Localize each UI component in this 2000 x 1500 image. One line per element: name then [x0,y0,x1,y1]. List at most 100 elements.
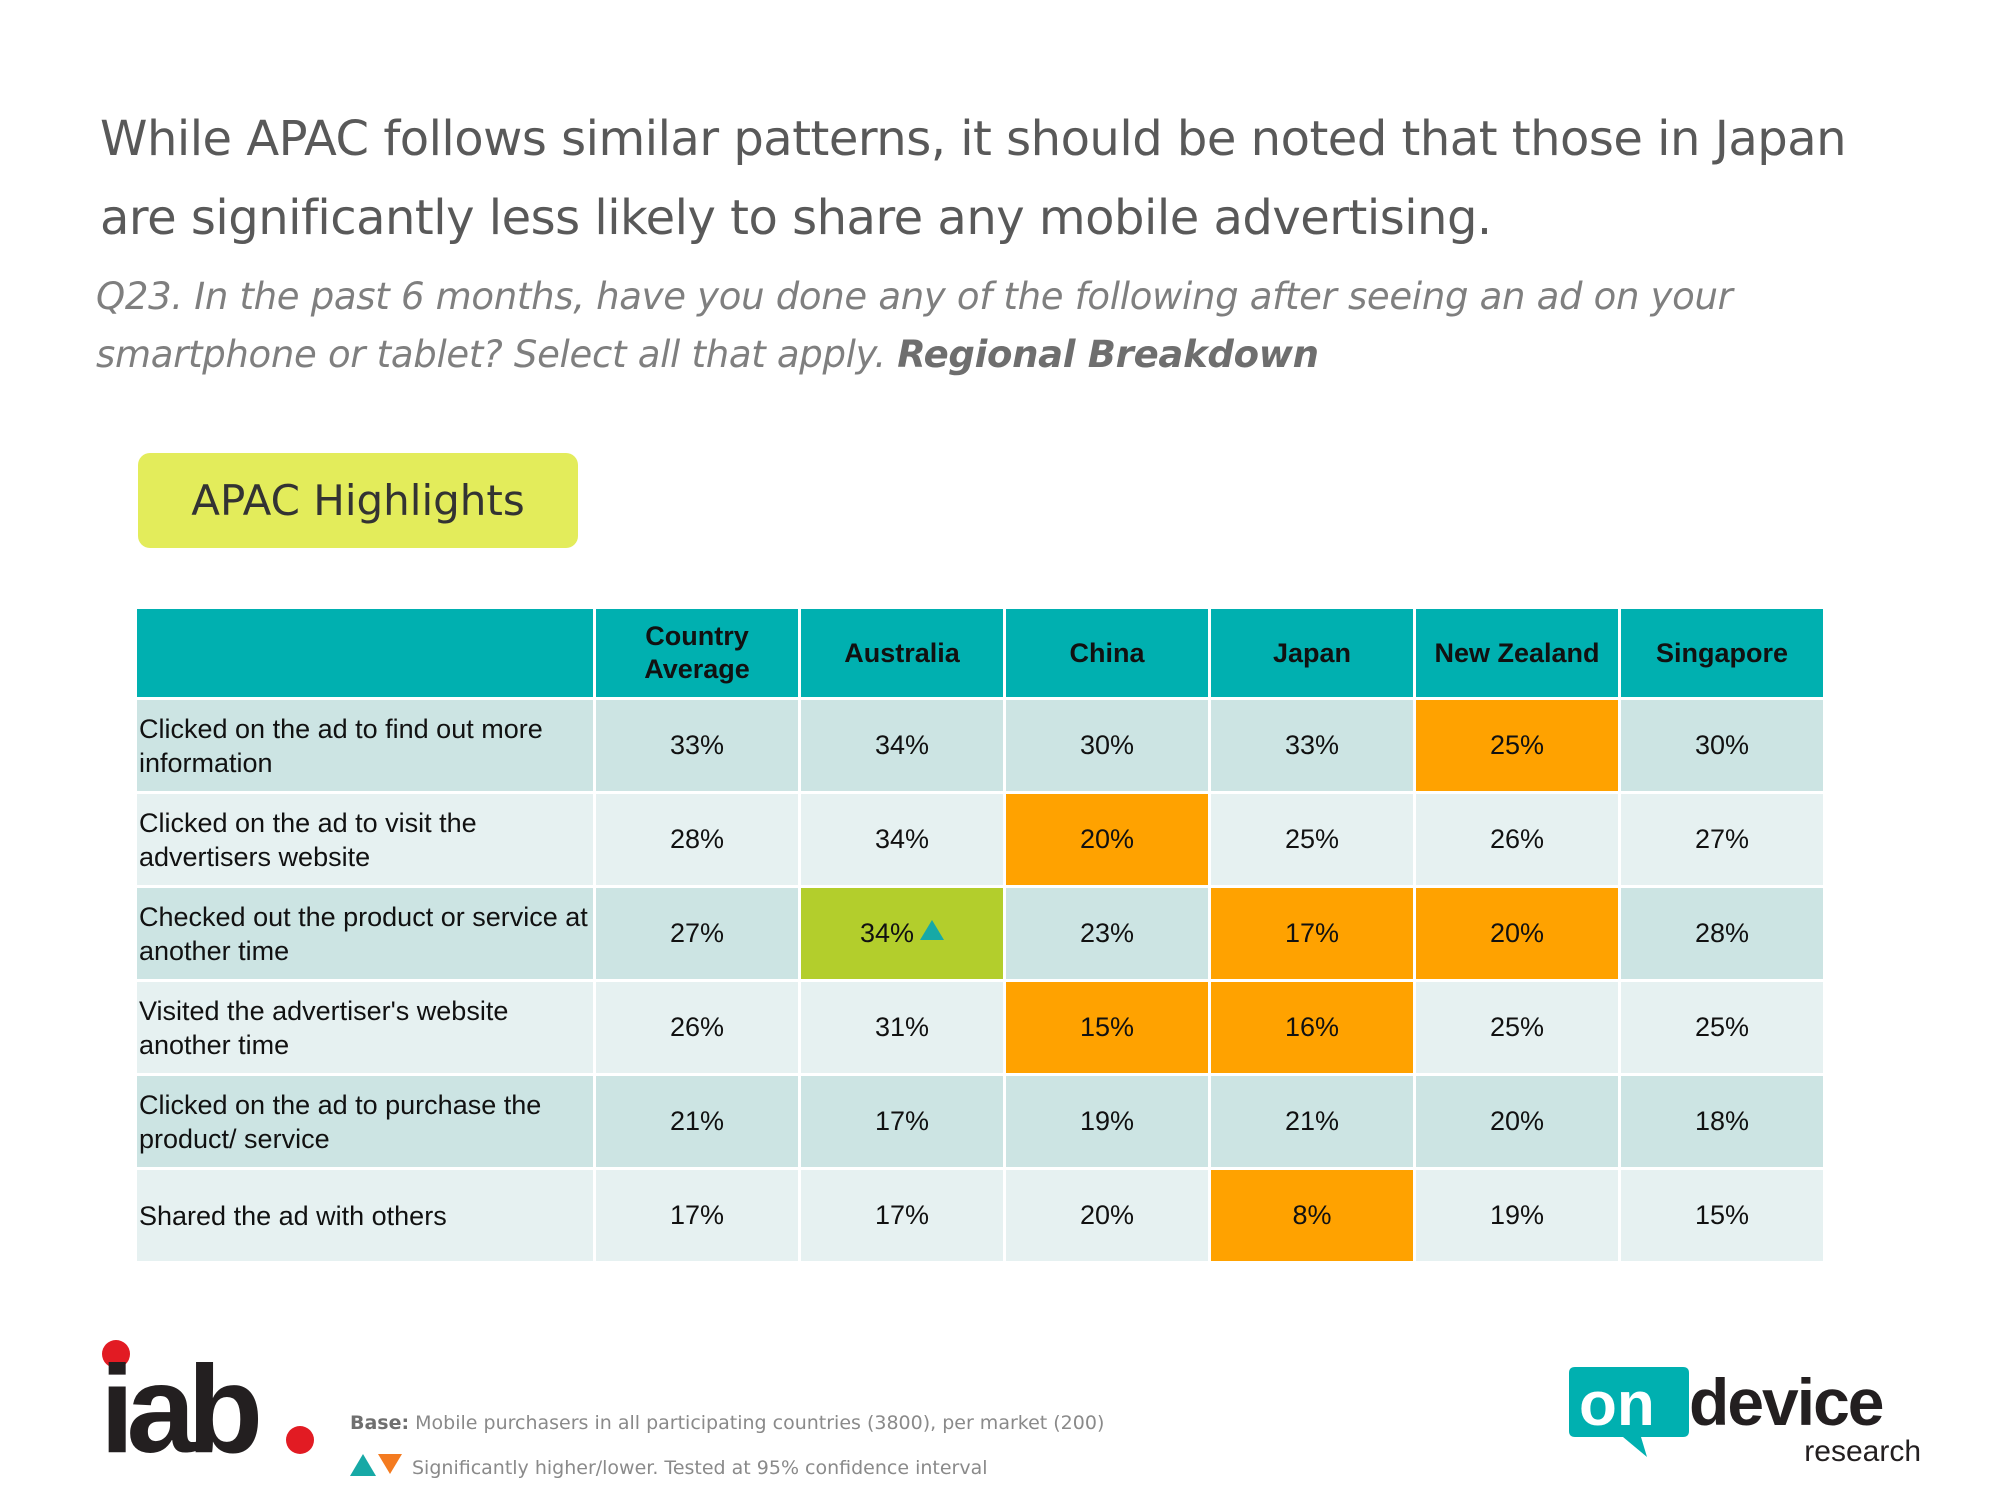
cell-value: 31% [874,1012,930,1042]
cell-value: 17% [669,1200,725,1230]
column-header-singapore: Singapore [1621,609,1823,697]
apac-highlights-badge: APAC Highlights [138,453,578,548]
cell-new-zealand: 25% [1416,982,1618,1073]
row-label: Clicked on the ad to find out more infor… [137,700,593,791]
cell-china: 30% [1006,700,1208,791]
cell-singapore: 25% [1621,982,1823,1073]
cell-value: 23% [1079,918,1135,948]
cell-value: 33% [1284,730,1340,760]
cell-japan: 16% [1211,982,1413,1073]
table-row: Visited the advertiser's website another… [137,982,1823,1073]
cell-japan: 17% [1211,888,1413,979]
row-label: Clicked on the ad to purchase the produc… [137,1076,593,1167]
cell-japan: 33% [1211,700,1413,791]
cell-japan: 8% [1211,1170,1413,1261]
survey-question: Q23. In the past 6 months, have you done… [96,268,1916,384]
cell-value: 26% [1489,824,1545,854]
cell-value: 27% [669,918,725,948]
legend-text: Significantly higher/lower. Tested at 95… [412,1457,988,1479]
table-row: Clicked on the ad to find out more infor… [137,700,1823,791]
cell-new-zealand: 26% [1416,794,1618,885]
cell-value: 25% [1489,730,1545,760]
cell-value: 18% [1694,1106,1750,1136]
column-header-japan: Japan [1211,609,1413,697]
iab-logo-red-dot-top [102,1340,130,1368]
cell-singapore: 18% [1621,1076,1823,1167]
ondevice-research-logo: on device research [1569,1365,1921,1468]
cell-china: 23% [1006,888,1208,979]
significance-legend: Significantly higher/lower. Tested at 95… [350,1454,988,1479]
cell-country-average: 33% [596,700,798,791]
base-label: Base: [350,1412,410,1434]
cell-value: 15% [1694,1200,1750,1230]
cell-china: 19% [1006,1076,1208,1167]
significance-icons [350,1454,402,1476]
iab-logo-text: iab [100,1341,258,1460]
row-label: Visited the advertiser's website another… [137,982,593,1073]
cell-value: 30% [1694,730,1750,760]
cell-china: 20% [1006,794,1208,885]
question-emphasis: Regional Breakdown [897,333,1319,376]
cell-country-average: 28% [596,794,798,885]
page-headline: While APAC follows similar patterns, it … [100,111,1847,246]
triangle-down-icon [378,1454,402,1474]
cell-australia: 34% [801,888,1003,979]
cell-value: 34% [874,730,930,760]
cell-value: 28% [669,824,725,854]
cell-value: 20% [1079,1200,1135,1230]
base-text: Mobile purchasers in all participating c… [409,1412,1105,1434]
cell-value: 33% [669,730,725,760]
cell-country-average: 17% [596,1170,798,1261]
cell-singapore: 27% [1621,794,1823,885]
cell-value: 8% [1292,1200,1332,1230]
cell-new-zealand: 20% [1416,1076,1618,1167]
cell-value: 21% [1284,1106,1340,1136]
cell-china: 20% [1006,1170,1208,1261]
cell-value: 17% [874,1106,930,1136]
row-label: Checked out the product or service at an… [137,888,593,979]
cell-value: 20% [1079,824,1135,854]
cell-value: 16% [1284,1012,1340,1042]
cell-singapore: 28% [1621,888,1823,979]
cell-australia: 34% [801,794,1003,885]
cell-value: 34% [874,824,930,854]
cell-value: 26% [669,1012,725,1042]
column-header-australia: Australia [801,609,1003,697]
column-header-china: China [1006,609,1208,697]
cell-value: 19% [1079,1106,1135,1136]
iab-logo: iab [100,1340,314,1460]
cell-country-average: 21% [596,1076,798,1167]
triangle-up-icon [920,920,945,940]
cell-australia: 17% [801,1076,1003,1167]
table-row: Shared the ad with others 17% 17% 20% 8% 19% 1… [137,1170,1823,1261]
cell-australia: 31% [801,982,1003,1073]
cell-new-zealand: 19% [1416,1170,1618,1261]
table-header-row: Country Average Australia China Japan Ne… [137,609,1823,697]
cell-china: 15% [1006,982,1208,1073]
cell-value: 21% [669,1106,725,1136]
table-row: Clicked on the ad to purchase the produc… [137,1076,1823,1167]
cell-value: 15% [1079,1012,1135,1042]
cell-value: 25% [1694,1012,1750,1042]
row-label: Shared the ad with others [137,1170,593,1261]
ondevice-on-text: on [1579,1370,1655,1439]
column-header-country-average: Country Average [596,609,798,697]
cell-value: 25% [1489,1012,1545,1042]
cell-value: 25% [1284,824,1340,854]
cell-value: 20% [1489,1106,1545,1136]
column-header-new-zealand: New Zealand [1416,609,1618,697]
cell-new-zealand: 25% [1416,700,1618,791]
cell-value: 20% [1489,918,1545,948]
cell-value: 28% [1694,918,1750,948]
cell-singapore: 15% [1621,1170,1823,1261]
cell-value: 17% [1284,918,1340,948]
cell-value: 27% [1694,824,1750,854]
ondevice-speech-bubble [1569,1367,1689,1457]
table-row: Clicked on the ad to visit the advertise… [137,794,1823,885]
cell-value: 19% [1489,1200,1545,1230]
table-row: Checked out the product or service at an… [137,888,1823,979]
cell-new-zealand: 20% [1416,888,1618,979]
ondevice-research-text: research [1804,1435,1921,1468]
cell-value: 34% [859,918,915,948]
iab-logo-red-dot [286,1426,314,1454]
